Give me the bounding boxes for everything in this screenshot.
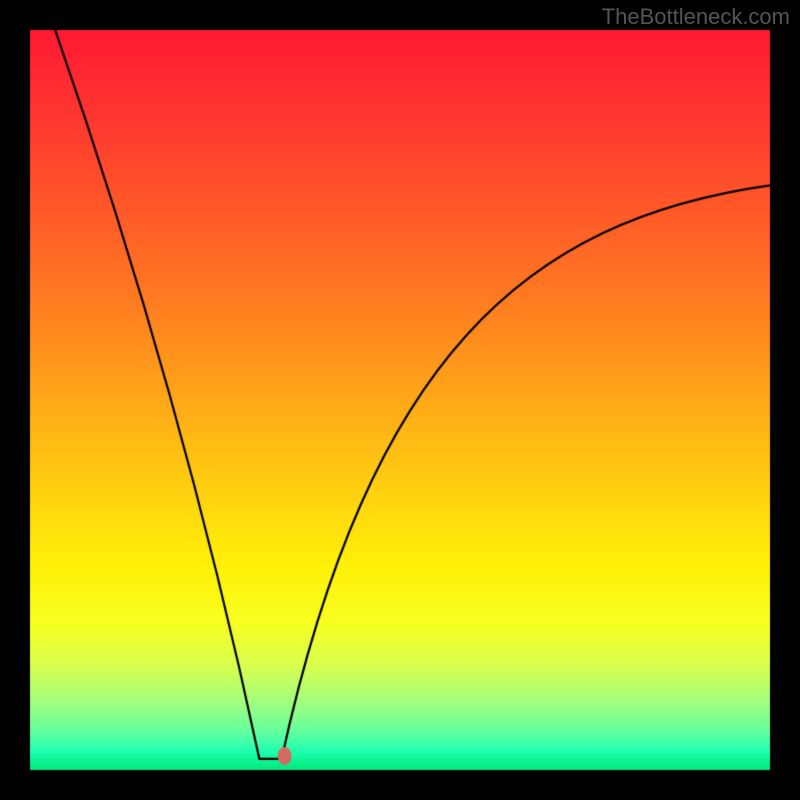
bottleneck-chart (0, 0, 800, 800)
chart-container: TheBottleneck.com (0, 0, 800, 800)
